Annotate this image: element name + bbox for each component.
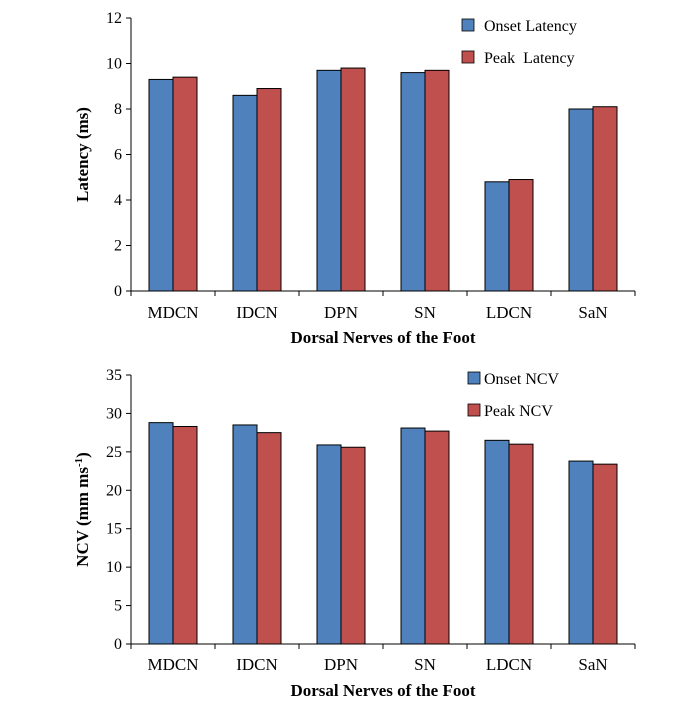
x-category-label: SaN: [578, 655, 607, 674]
bar-onset-ldcn: [484, 181, 510, 292]
y-tick-label: 12: [106, 10, 122, 27]
bar-onset-san: [568, 460, 594, 645]
x-category-label: SaN: [578, 303, 607, 322]
y-tick-label: 30: [106, 405, 122, 422]
y-tick-label: 15: [106, 521, 122, 538]
x-category-label: LDCN: [486, 655, 532, 674]
legend-swatch-peak: [467, 403, 481, 417]
bar-peak-dpn: [340, 446, 366, 645]
x-category-label: LDCN: [486, 303, 532, 322]
bar-peak-san: [592, 106, 618, 292]
y-tick-label: 6: [114, 147, 122, 164]
y-tick-label: 35: [106, 367, 122, 384]
x-category-label: IDCN: [236, 655, 278, 674]
y-tick-label: 25: [106, 444, 122, 461]
bar-onset-sn: [400, 72, 426, 292]
bar-onset-dpn: [316, 444, 342, 645]
x-category-label: SN: [414, 303, 436, 322]
bar-onset-dpn: [316, 69, 342, 292]
y-axis-title-suffix: ): [73, 452, 92, 458]
latency-chart: 0 2 4 6 8 10 12 MDCN IDCN DPN SN LDCN SaN Dorsal Nerv…: [73, 10, 636, 347]
y-tick-label: 4: [114, 192, 122, 209]
bar-onset-ldcn: [484, 439, 510, 645]
x-category-label: DPN: [324, 655, 358, 674]
bar-peak-mdcn: [172, 425, 198, 645]
y-tick-label: 0: [114, 283, 122, 300]
bar-peak-mdcn: [172, 76, 198, 292]
bar-onset-idcn: [232, 424, 258, 645]
legend-label-peak: Peak Latency: [484, 50, 575, 67]
legend-swatch-peak: [461, 50, 475, 64]
x-category-label: MDCN: [147, 655, 198, 674]
x-axis-title: Dorsal Nerves of the Foot: [290, 328, 475, 347]
y-tick-label: 10: [106, 56, 122, 73]
legend-swatch-onset: [461, 18, 475, 32]
bar-peak-dpn: [340, 67, 366, 292]
y-axis-title-superscript: -1: [73, 458, 85, 467]
y-tick-label: 5: [114, 598, 122, 615]
x-category-label: IDCN: [236, 303, 278, 322]
bar-peak-ldcn: [508, 179, 534, 292]
bar-peak-sn: [424, 69, 450, 292]
legend-label-onset: Onset NCV: [484, 371, 560, 388]
legend-label-onset: Onset Latency: [484, 18, 577, 35]
ncv-chart: 0 5 10 15 20 25 30 35 MDCN IDCN DPN SN LDCN SaN Dorsal…: [73, 367, 636, 700]
bar-peak-sn: [424, 430, 450, 645]
bar-peak-san: [592, 463, 618, 645]
bar-peak-ldcn: [508, 443, 534, 645]
bar-onset-mdcn: [148, 78, 174, 292]
x-axis-title: Dorsal Nerves of the Foot: [290, 681, 475, 700]
y-tick-label: 10: [106, 559, 122, 576]
bar-peak-idcn: [256, 432, 282, 645]
y-tick-label: 8: [114, 101, 122, 118]
bar-onset-mdcn: [148, 422, 174, 645]
bar-peak-idcn: [256, 88, 282, 292]
y-tick-label: 0: [114, 636, 122, 653]
x-category-label: SN: [414, 655, 436, 674]
bar-onset-idcn: [232, 94, 258, 292]
y-axis-title: NCV (mm ms-1): [73, 452, 92, 567]
y-tick-label: 20: [106, 482, 122, 499]
y-tick-label: 2: [114, 238, 122, 255]
bar-onset-san: [568, 108, 594, 292]
x-category-label: DPN: [324, 303, 358, 322]
legend-label-peak: Peak NCV: [484, 403, 553, 420]
y-axis-title: Latency (ms): [73, 107, 92, 202]
bar-onset-sn: [400, 427, 426, 645]
x-category-label: MDCN: [147, 303, 198, 322]
legend-swatch-onset: [467, 371, 481, 385]
